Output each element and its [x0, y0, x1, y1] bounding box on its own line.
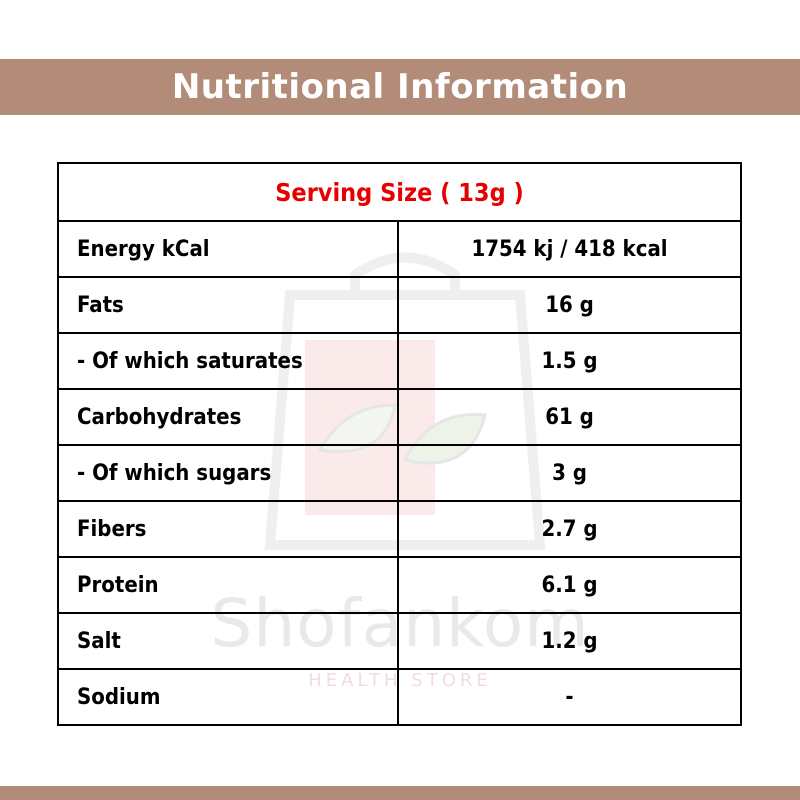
- row-value: 16 g: [396, 276, 743, 334]
- header-band: Nutritional Information: [0, 59, 800, 115]
- row-value: 2.7 g: [396, 500, 743, 558]
- table-row: - Of which sugars 3 g: [57, 444, 743, 502]
- nutrition-table: Serving Size ( 13g ) Energy kCal 1754 kj…: [56, 162, 743, 726]
- row-value: 1.5 g: [396, 332, 743, 390]
- row-value: 6.1 g: [396, 556, 743, 614]
- row-value: 1.2 g: [396, 612, 743, 670]
- page-title: Nutritional Information: [171, 67, 629, 107]
- row-label: Carbohydrates: [57, 388, 399, 446]
- serving-size-row: Serving Size ( 13g ): [56, 162, 743, 222]
- table-row: Sodium -: [57, 668, 743, 726]
- footer-band: [0, 786, 800, 800]
- row-label: - Of which sugars: [57, 444, 399, 502]
- row-value: 3 g: [396, 444, 743, 502]
- row-label: - Of which saturates: [57, 332, 399, 390]
- row-label: Fats: [57, 276, 399, 334]
- table-row: Protein 6.1 g: [57, 556, 743, 614]
- row-label: Protein: [57, 556, 399, 614]
- row-label: Sodium: [57, 668, 399, 726]
- table-row: - Of which saturates 1.5 g: [57, 332, 743, 390]
- table-row: Fats 16 g: [57, 276, 743, 334]
- row-label: Salt: [57, 612, 399, 670]
- row-value: 1754 kj / 418 kcal: [396, 220, 743, 278]
- table-row: Energy kCal 1754 kj / 418 kcal: [57, 220, 743, 278]
- table-row: Fibers 2.7 g: [57, 500, 743, 558]
- row-label: Energy kCal: [57, 220, 399, 278]
- row-value: 61 g: [396, 388, 743, 446]
- row-label: Fibers: [57, 500, 399, 558]
- serving-size: Serving Size ( 13g ): [56, 162, 743, 222]
- table-row: Carbohydrates 61 g: [57, 388, 743, 446]
- row-value: -: [396, 668, 743, 726]
- table-row: Salt 1.2 g: [57, 612, 743, 670]
